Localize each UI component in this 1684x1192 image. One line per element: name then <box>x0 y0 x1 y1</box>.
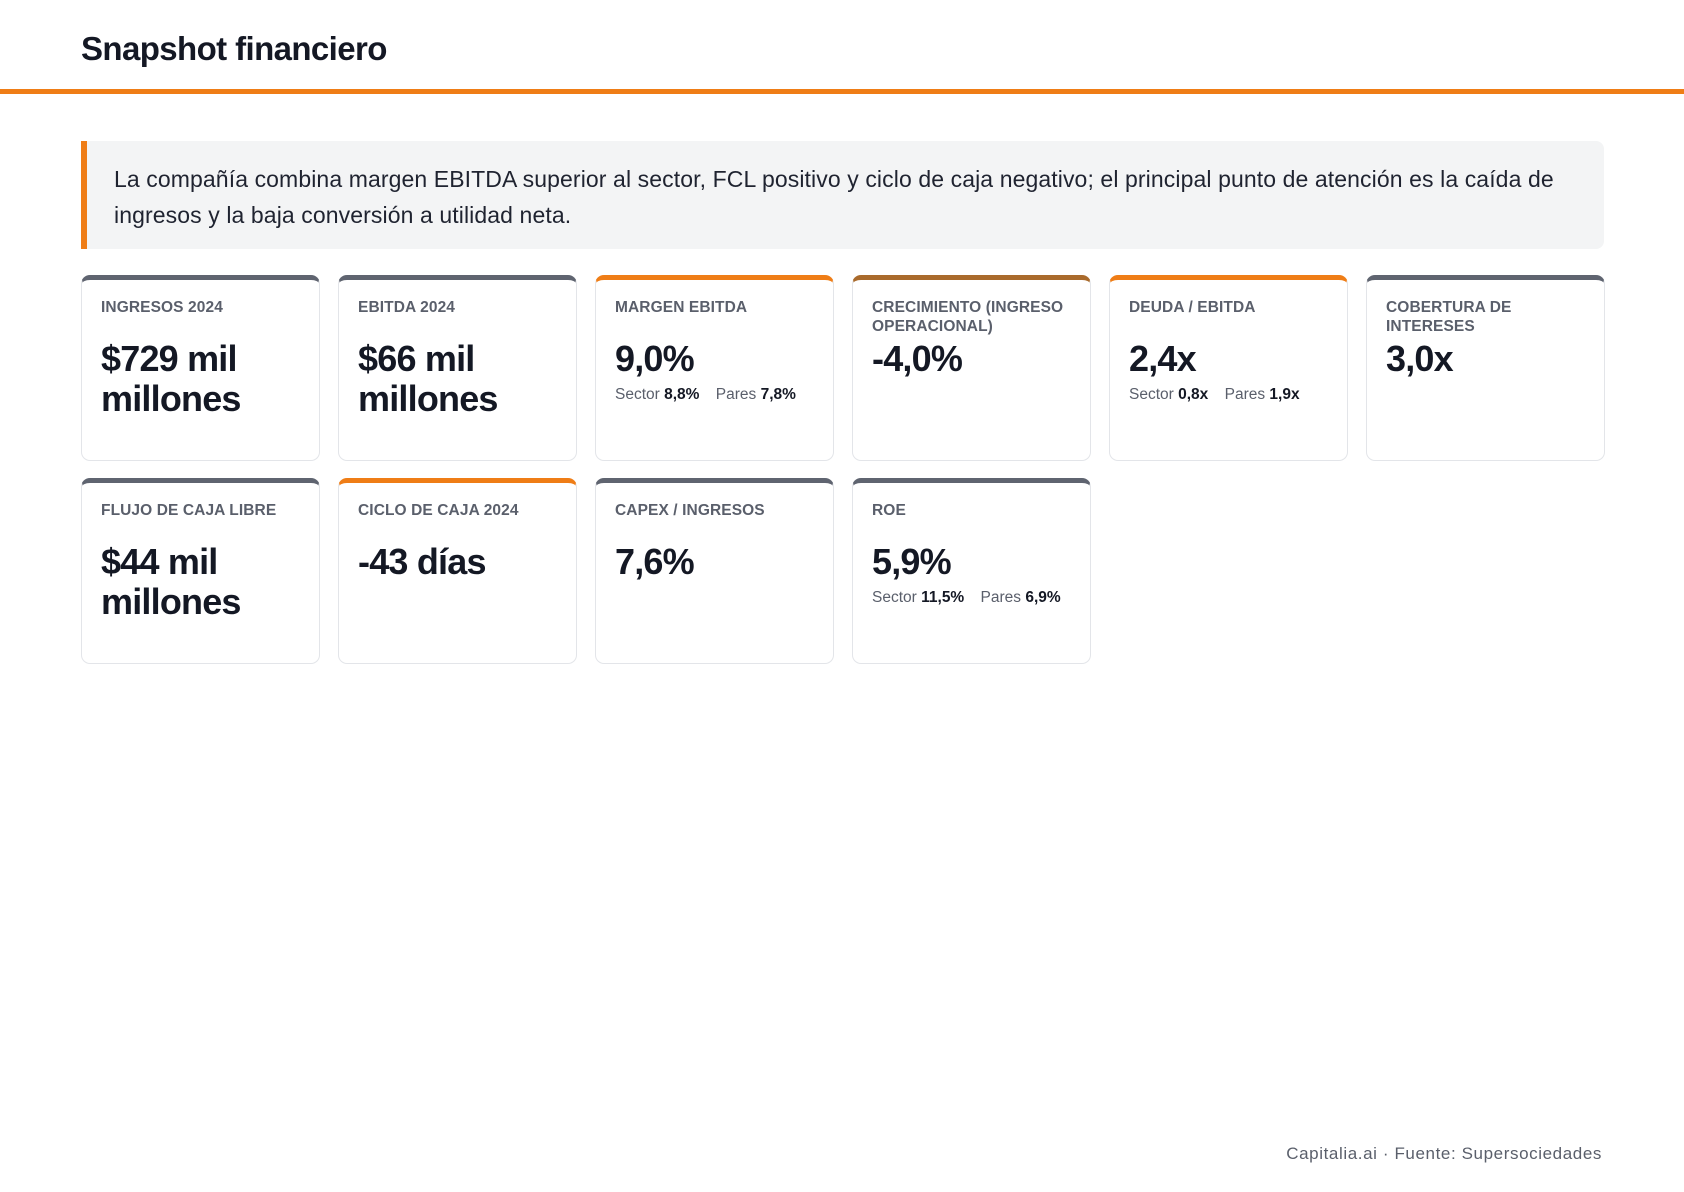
metric-value: 2,4x <box>1129 338 1197 379</box>
sector-label: Sector <box>615 386 660 403</box>
peers-value: 1,9x <box>1269 386 1300 403</box>
peers-comparison: Pares 6,9% <box>981 589 1061 606</box>
sector-comparison: Sector 8,8% <box>615 386 699 403</box>
metric-label: CAPEX / INGRESOS <box>615 502 765 519</box>
metric-value: -43 días <box>358 541 486 582</box>
peers-comparison: Pares 7,8% <box>716 386 796 403</box>
metric-label: MARGEN EBITDA <box>615 299 748 316</box>
sector-value: 11,5% <box>921 589 965 606</box>
peers-label: Pares <box>980 589 1022 606</box>
sector-label: Sector <box>872 589 917 606</box>
metric-comparison: Sector 0,8x Pares 1,9x <box>1129 386 1328 404</box>
metric-card-capex-ingresos: CAPEX / INGRESOS 7,6% <box>595 478 834 664</box>
summary-callout: La compañía combina margen EBITDA superi… <box>81 141 1604 249</box>
metric-value: 9,0% <box>615 338 695 379</box>
metric-card-ingresos: INGRESOS 2024 $729 mil millones <box>81 275 320 461</box>
peers-label: Pares <box>715 386 757 403</box>
sector-label: Sector <box>1129 386 1174 403</box>
metric-comparison: Sector 8,8% Pares 7,8% <box>615 386 814 404</box>
sector-value: 8,8% <box>664 386 700 403</box>
metrics-grid: INGRESOS 2024 $729 mil millones EBITDA 2… <box>81 275 1605 664</box>
metric-label: ROE <box>872 502 906 519</box>
metric-value: 5,9% <box>872 541 952 582</box>
footer-source: Capitalia.ai · Fuente: Supersociedades <box>1286 1144 1602 1163</box>
metric-card-margen-ebitda: MARGEN EBITDA 9,0% Sector 8,8% Pares 7,8… <box>595 275 834 461</box>
metric-value: -4,0% <box>872 338 963 379</box>
sector-value: 0,8x <box>1178 386 1209 403</box>
peers-comparison: Pares 1,9x <box>1225 386 1300 403</box>
page-title: Snapshot financiero <box>81 30 387 67</box>
metric-label: FLUJO DE CAJA LIBRE <box>101 502 277 519</box>
peers-value: 7,8% <box>760 386 796 403</box>
metric-card-ciclo-caja: CICLO DE CAJA 2024 -43 días <box>338 478 577 664</box>
metric-value: $66 mil millones <box>358 338 498 419</box>
metric-label: INGRESOS 2024 <box>101 299 223 316</box>
sector-comparison: Sector 0,8x <box>1129 386 1208 403</box>
peers-value: 6,9% <box>1025 589 1061 606</box>
metric-card-flujo-caja-libre: FLUJO DE CAJA LIBRE $44 mil millones <box>81 478 320 664</box>
metric-label: CRECIMIENTO (INGRESO OPERACIONAL) <box>872 299 1064 335</box>
summary-text: La compañía combina margen EBITDA superi… <box>114 166 1554 228</box>
metric-value: 7,6% <box>615 541 695 582</box>
sector-comparison: Sector 11,5% <box>872 589 964 606</box>
metric-card-roe: ROE 5,9% Sector 11,5% Pares 6,9% <box>852 478 1091 664</box>
metric-card-ebitda: EBITDA 2024 $66 mil millones <box>338 275 577 461</box>
peers-label: Pares <box>1224 386 1266 403</box>
metric-value: 3,0x <box>1386 338 1454 379</box>
page-header: Snapshot financiero <box>0 0 1684 94</box>
metric-card-deuda-ebitda: DEUDA / EBITDA 2,4x Sector 0,8x Pares 1,… <box>1109 275 1348 461</box>
metric-label: DEUDA / EBITDA <box>1129 299 1256 316</box>
metric-label: EBITDA 2024 <box>358 299 456 316</box>
metric-label: CICLO DE CAJA 2024 <box>358 502 519 519</box>
metric-card-crecimiento: CRECIMIENTO (INGRESO OPERACIONAL) -4,0% <box>852 275 1091 461</box>
metric-comparison: Sector 11,5% Pares 6,9% <box>872 589 1071 607</box>
metric-card-cobertura-intereses: COBERTURA DE INTERESES 3,0x <box>1366 275 1605 461</box>
metric-value: $729 mil millones <box>101 338 241 419</box>
metric-label: COBERTURA DE INTERESES <box>1386 299 1512 335</box>
metric-value: $44 mil millones <box>101 541 241 622</box>
